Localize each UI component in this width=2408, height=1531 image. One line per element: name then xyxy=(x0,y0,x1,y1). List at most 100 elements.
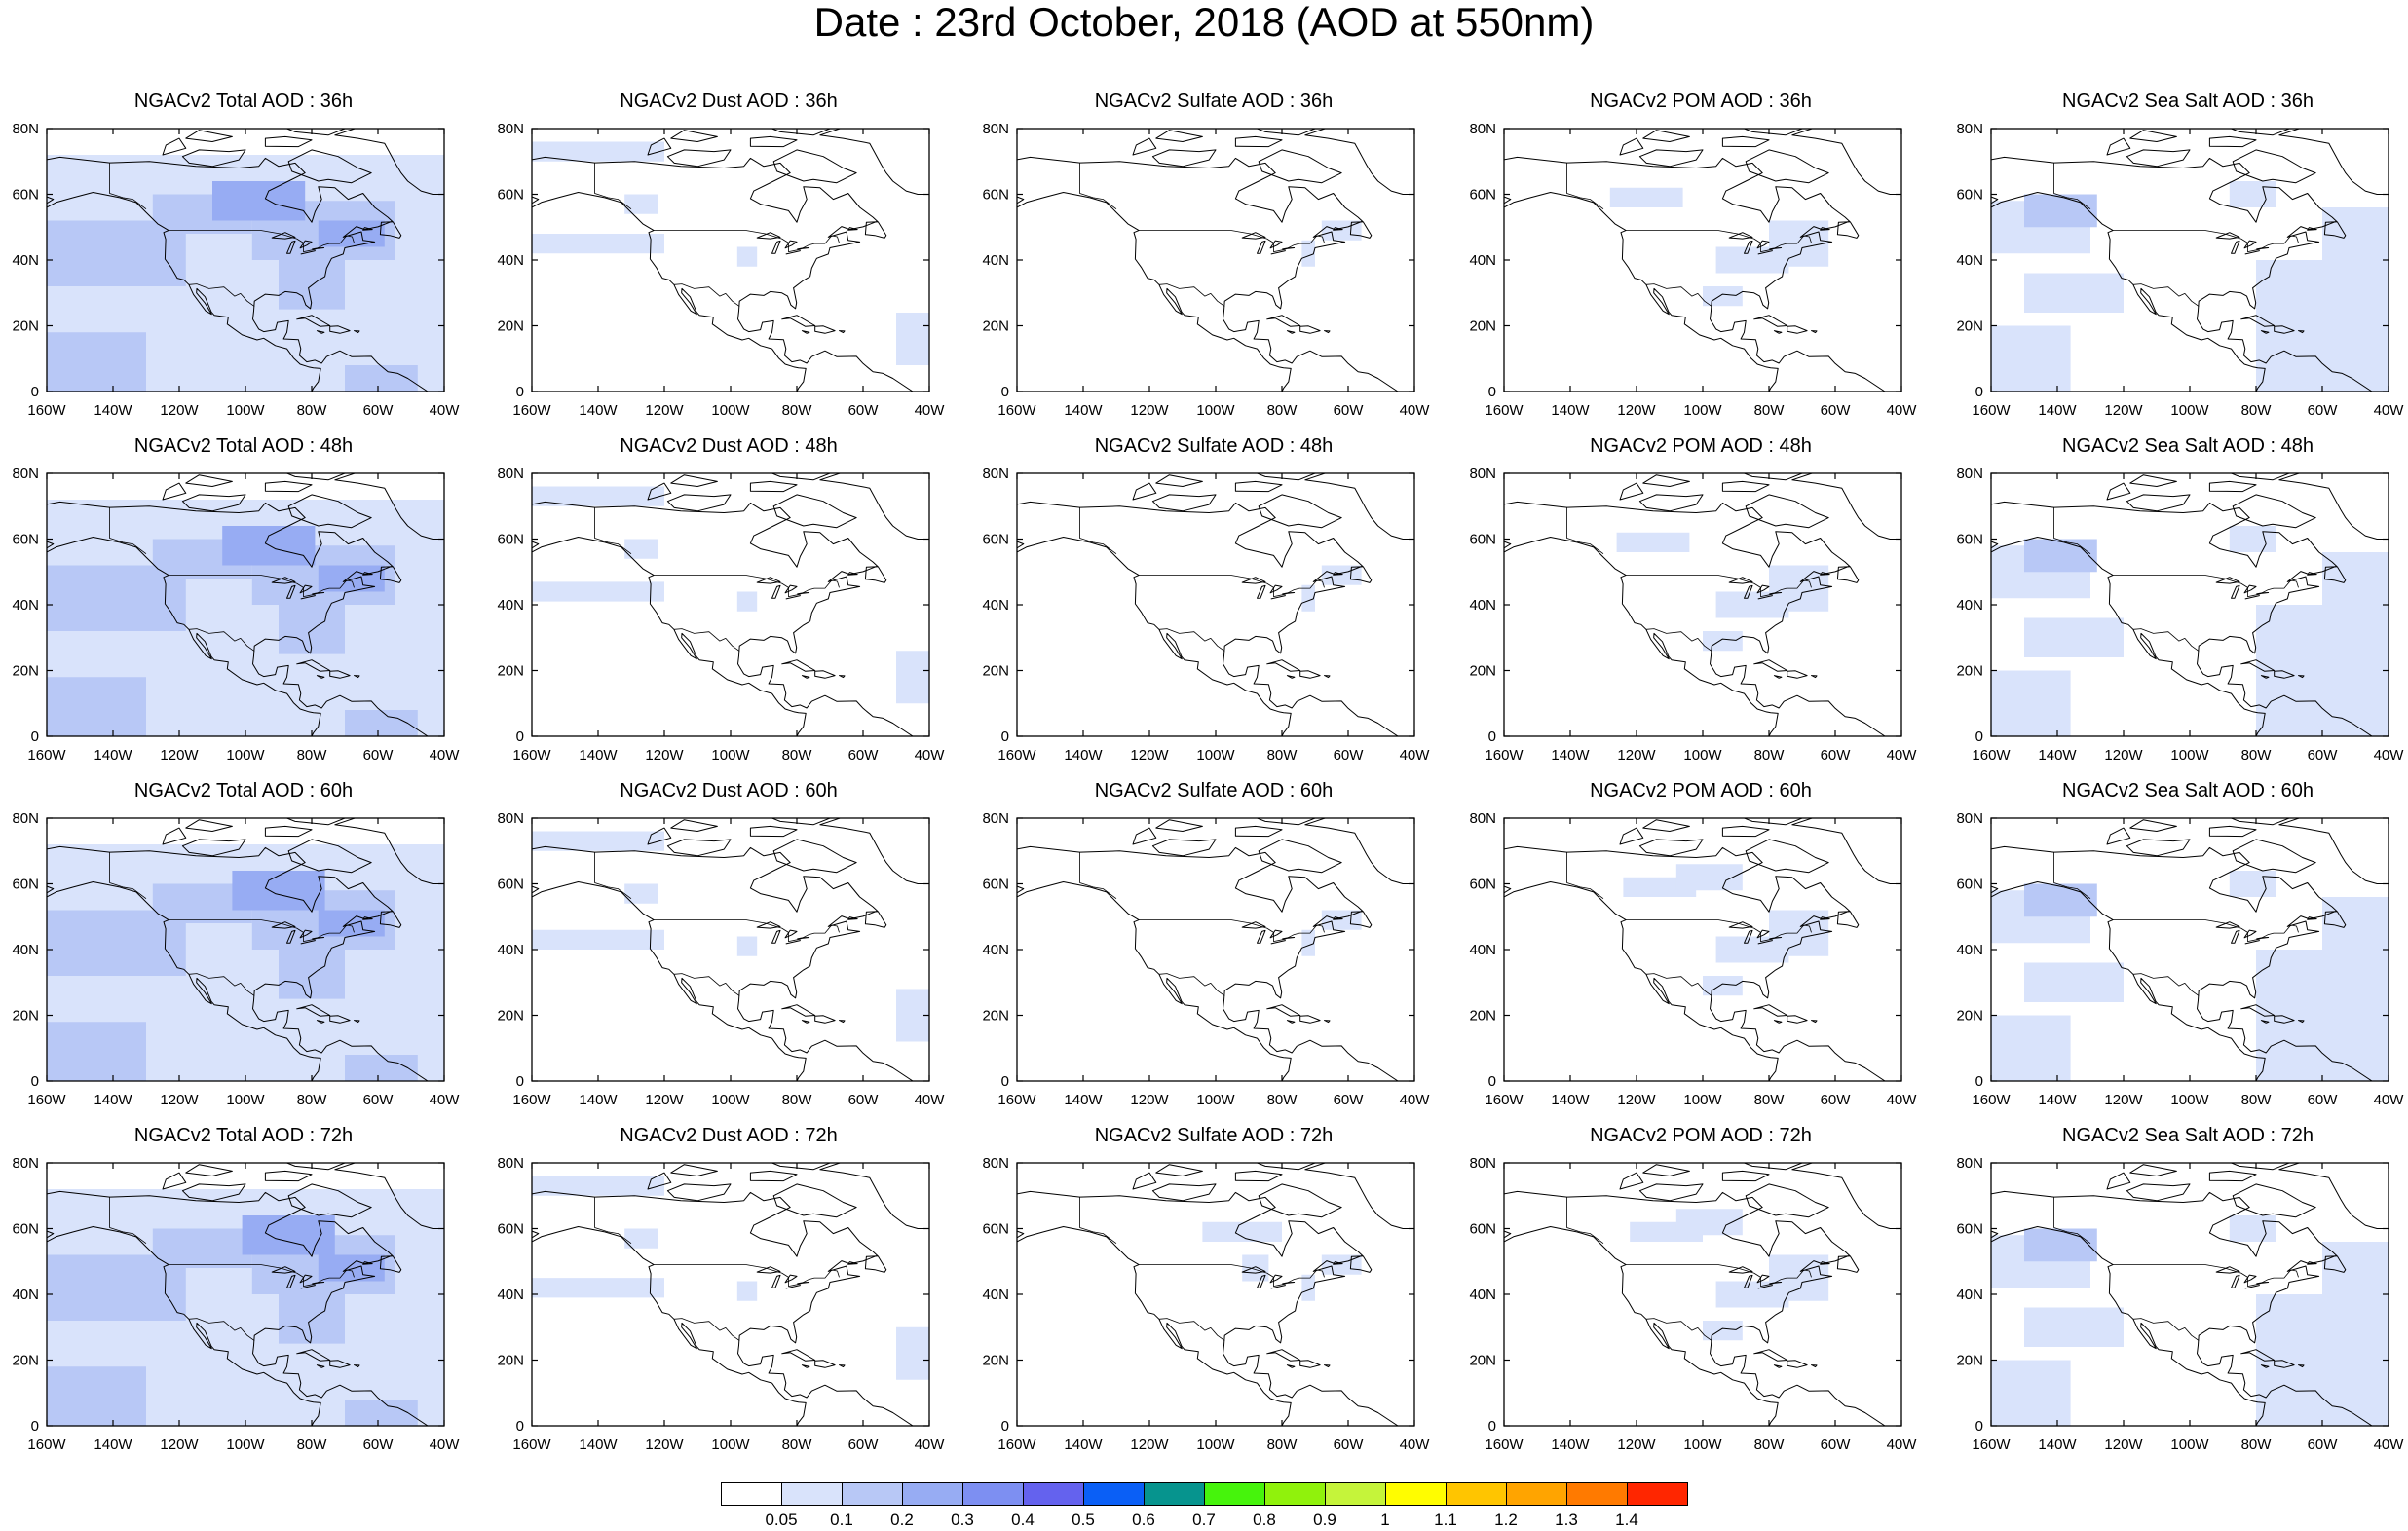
axis-ticks: 160W 140W 120W 100W 80W 60W 40W 0 20N 40N 60N 80N xyxy=(497,466,945,764)
aod-cell xyxy=(345,710,418,736)
x-tick-label: 100W xyxy=(226,402,265,419)
coastline-island xyxy=(296,1349,331,1362)
page-title: Date : 23rd October, 2018 (AOD at 550nm) xyxy=(813,0,1595,45)
coastline-island xyxy=(329,670,351,679)
coastlines xyxy=(1504,473,1901,736)
aod-cell xyxy=(2024,617,2124,657)
aod-field xyxy=(1017,818,1414,1081)
y-tick-label: 0 xyxy=(1488,728,1496,745)
x-tick-label: 120W xyxy=(1617,1437,1656,1453)
y-tick-label: 60N xyxy=(497,532,524,548)
coastline-island xyxy=(2260,1364,2270,1368)
coastline-island xyxy=(2298,1020,2305,1024)
aod-cell xyxy=(532,1278,664,1298)
aod-cell xyxy=(1301,929,1315,956)
coastline-island xyxy=(1721,135,1770,148)
lake-outline xyxy=(771,240,781,254)
coastline-island xyxy=(1256,1163,1317,1171)
lake-outline xyxy=(771,929,781,944)
x-tick-label: 160W xyxy=(512,1437,551,1453)
coastline-island xyxy=(2232,149,2316,184)
coastline-island xyxy=(743,473,754,474)
coastline-island xyxy=(2230,129,2291,136)
y-tick-label: 80N xyxy=(982,466,1009,482)
coastline-island xyxy=(864,1255,887,1273)
y-tick-label: 40N xyxy=(982,942,1009,958)
coastline-island xyxy=(1266,315,1301,327)
map-panel: NGACv2 Sulfate AOD : 72h 160W 140W 120W 100W… xyxy=(970,1124,1457,1453)
axis-ticks: 160W 140W 120W 100W 80W 60W 40W 0 20N 40N 60N 80N xyxy=(982,1155,1430,1453)
map-plot: 160W 140W 120W 100W 80W 60W 40W 0 20N 40N 60N 80N xyxy=(982,121,1430,419)
lake-outline xyxy=(1757,1285,1773,1289)
axis-ticks: 160W 140W 120W 100W 80W 60W 40W 0 20N 40N 60N 80N xyxy=(1956,810,2404,1108)
x-tick-label: 160W xyxy=(27,747,66,764)
lake-outline xyxy=(1270,250,1286,255)
country-border xyxy=(1645,283,1712,307)
x-tick-label: 120W xyxy=(1617,747,1656,764)
coastline-island xyxy=(1773,1020,1783,1024)
y-tick-label: 60N xyxy=(1956,532,1983,548)
lake-outline xyxy=(2244,940,2260,945)
aod-cell xyxy=(1991,670,2071,736)
coastline-island xyxy=(1745,149,1829,184)
x-tick-label: 140W xyxy=(94,747,132,764)
map-plot: 160W 140W 120W 100W 80W 60W 40W 0 20N 40N 60N 80N xyxy=(1469,466,1917,764)
coastline-island xyxy=(1715,818,1726,819)
map-panel: NGACv2 Dust AOD : 48h 160W 140W 120W 100W 80W… xyxy=(485,434,972,764)
y-tick-label: 40N xyxy=(497,252,524,269)
y-tick-label: 0 xyxy=(31,728,39,745)
y-tick-label: 0 xyxy=(1975,384,1983,400)
coastline-island xyxy=(847,572,858,576)
coastline-island xyxy=(2230,473,2291,481)
colorbar-swatch xyxy=(842,1482,903,1506)
y-tick-label: 20N xyxy=(497,663,524,680)
y-tick-label: 20N xyxy=(1469,1008,1496,1025)
coastline-island xyxy=(839,330,846,334)
map-plot: 160W 140W 120W 100W 80W 60W 40W 0 20N 40N 60N 80N xyxy=(1956,121,2404,419)
coastline-north-america xyxy=(1504,845,1886,1081)
coastline-island xyxy=(1642,819,1690,832)
map-background xyxy=(1504,1163,1901,1426)
coastline-island xyxy=(814,1360,836,1368)
country-border xyxy=(2053,852,2091,900)
x-tick-label: 40W xyxy=(430,747,461,764)
coastline-island xyxy=(749,135,798,148)
coastline-island xyxy=(1753,315,1788,327)
lake-outline xyxy=(286,584,296,599)
aod-cell xyxy=(47,677,146,736)
lake-outline xyxy=(2231,929,2240,944)
coastline-island xyxy=(362,227,373,231)
aod-cell xyxy=(532,1176,664,1196)
aod-cell xyxy=(2024,539,2097,573)
x-tick-label: 100W xyxy=(1196,402,1235,419)
panel-title: NGACv2 Total AOD : 72h xyxy=(133,1125,354,1146)
coastline-island xyxy=(316,675,325,679)
coastline-island xyxy=(670,130,718,142)
coastline-island xyxy=(2307,227,2317,231)
lake-outline xyxy=(797,592,810,595)
x-tick-label: 160W xyxy=(27,1437,66,1453)
country-border xyxy=(2053,507,2091,555)
coastline-island xyxy=(362,916,373,920)
coastline-island xyxy=(2260,330,2270,334)
map-panel: NGACv2 Sea Salt AOD : 72h 160W 140W 120W 100… xyxy=(1944,1124,2408,1453)
country-border xyxy=(1645,628,1712,652)
coastline-north-america xyxy=(1504,156,1886,392)
y-tick-label: 60N xyxy=(12,1221,39,1238)
colorbar-swatch xyxy=(1566,1482,1628,1506)
coastlines xyxy=(47,818,444,1081)
coastline-island xyxy=(781,1349,816,1362)
x-tick-label: 40W xyxy=(1887,747,1918,764)
x-tick-label: 100W xyxy=(711,1437,750,1453)
country-border xyxy=(188,973,255,996)
coastline-island xyxy=(1151,494,1217,512)
coastline-greenland xyxy=(1304,1163,1414,1229)
aod-cell xyxy=(624,539,658,559)
coastline-island xyxy=(670,819,718,832)
colorbar-legend: 0.05 0.1 0.2 0.3 0.4 0.5 0.6 0.7 0.8 0.9 1 1.1 1.2 1.… xyxy=(721,1482,1688,1531)
coastline-island xyxy=(2106,1172,2131,1190)
aod-cell xyxy=(1703,286,1743,307)
aod-cell xyxy=(896,313,929,365)
aod-cell xyxy=(2024,1228,2097,1262)
x-tick-label: 120W xyxy=(160,1437,199,1453)
